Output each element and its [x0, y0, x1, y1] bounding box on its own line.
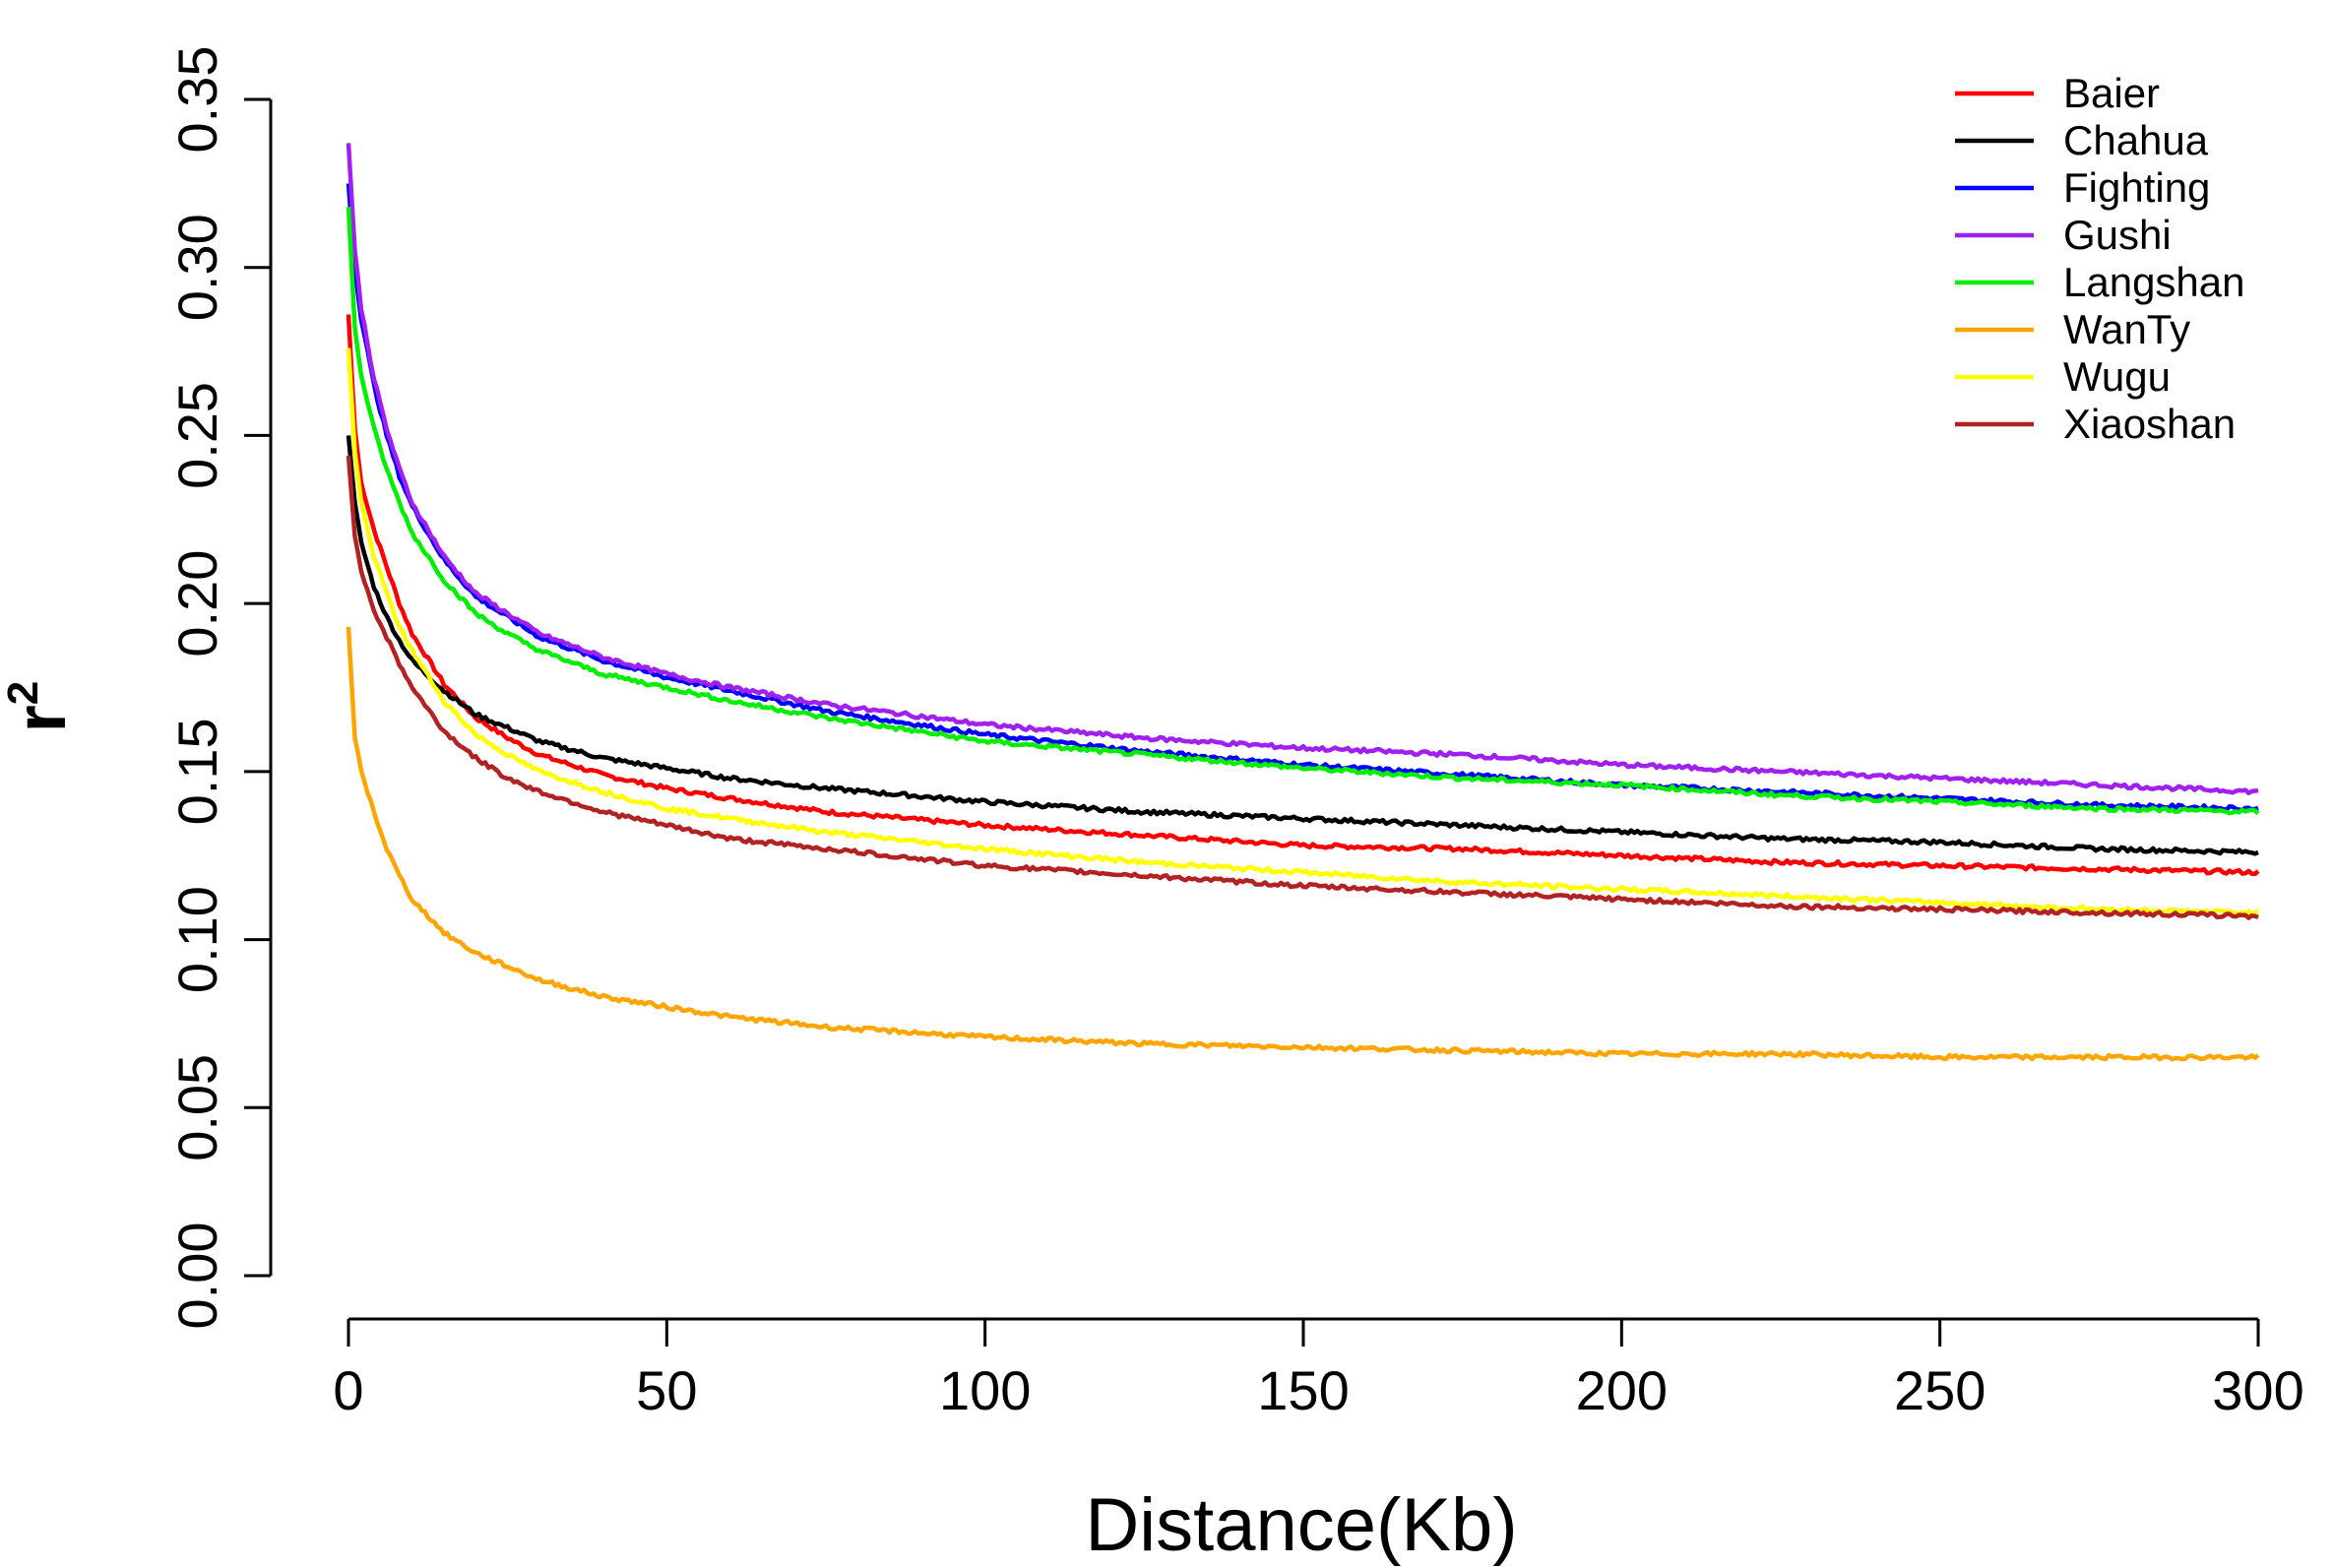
- y-tick-label: 0.10: [166, 886, 228, 993]
- plot-series-group: [346, 143, 2260, 1062]
- series-line-wugu: [346, 347, 2260, 917]
- legend-label-wanty: WanTy: [2063, 306, 2190, 352]
- y-tick-label: 0.30: [166, 214, 228, 321]
- legend-label-gushi: Gushi: [2063, 212, 2172, 258]
- y-tick-label: 0.35: [166, 46, 228, 154]
- y-tick-label: 0.05: [166, 1054, 228, 1161]
- x-ticks: 0 50 100 150 200 250 300: [333, 1319, 2304, 1421]
- y-tick-label: 0.25: [166, 382, 228, 489]
- legend-label-fighting: Fighting: [2063, 164, 2210, 211]
- series-line-gushi: [346, 143, 2259, 795]
- x-axis-title: Distance(Kb): [1085, 1483, 1517, 1567]
- legend-label-langshan: Langshan: [2063, 259, 2245, 305]
- series-line-xiaoshan: [346, 455, 2259, 920]
- x-tick-label: 250: [1894, 1359, 1986, 1421]
- y-tick-label: 0.15: [166, 718, 228, 825]
- series-line-fighting: [346, 183, 2259, 813]
- series-line-langshan: [346, 207, 2260, 816]
- series-line-baier: [346, 314, 2260, 877]
- series-line-wanty: [346, 626, 2260, 1062]
- y-axis-title: r2: [0, 681, 81, 733]
- x-tick-label: 150: [1257, 1359, 1349, 1421]
- x-tick-label: 50: [636, 1359, 697, 1421]
- x-tick-label: 300: [2212, 1359, 2303, 1421]
- y-axis-title-base: r: [2, 705, 81, 732]
- y-ticks: 0.00 0.05 0.10 0.15 0.20 0.25 0.30 0.35: [166, 46, 271, 1330]
- x-tick-label: 100: [939, 1359, 1031, 1421]
- legend-label-baier: Baier: [2063, 70, 2160, 116]
- y-tick-label: 0.20: [166, 550, 228, 658]
- legend-label-wugu: Wugu: [2063, 353, 2171, 400]
- series-line-chahua: [346, 435, 2259, 856]
- legend-label-xiaoshan: Xiaoshan: [2063, 401, 2236, 447]
- x-tick-label: 0: [333, 1359, 363, 1421]
- x-tick-label: 200: [1576, 1359, 1668, 1421]
- y-tick-label: 0.00: [166, 1223, 228, 1330]
- y-axis-title-superscript: 2: [0, 681, 47, 705]
- legend-label-chahua: Chahua: [2063, 117, 2209, 163]
- legend: BaierChahuaFightingGushiLangshanWanTyWug…: [1955, 70, 2245, 447]
